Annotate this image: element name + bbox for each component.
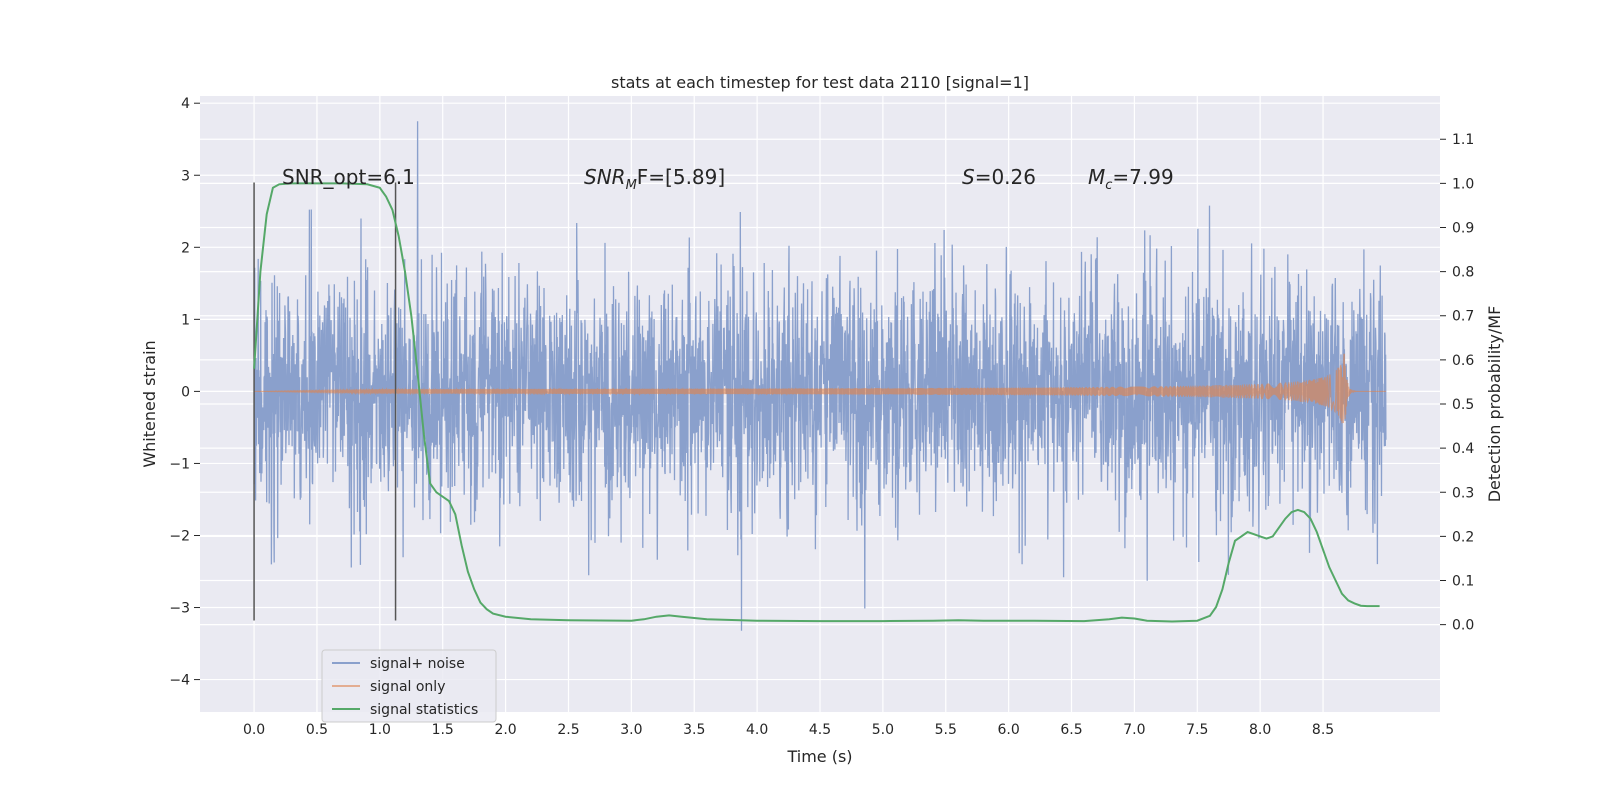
y-tick-label-right: 0.6 xyxy=(1452,353,1474,369)
y-tick-label-left: −4 xyxy=(169,673,190,689)
annotation-snr-mf-main: SNR xyxy=(584,165,626,189)
statistics-series xyxy=(253,182,1380,623)
chart-title: stats at each timestep for test data 211… xyxy=(611,73,1029,92)
legend-box xyxy=(321,649,497,723)
y-tick-label-right: 0.3 xyxy=(1452,485,1474,501)
annotation-mc-sub: c xyxy=(1105,178,1112,193)
legend: signal+ noise signal only signal statist… xyxy=(321,649,497,723)
y-tick-label-left: 4 xyxy=(181,96,190,112)
x-tick-label: 4.5 xyxy=(809,722,831,738)
y-tick-label-left: −1 xyxy=(169,456,190,472)
x-tick-label: 4.0 xyxy=(746,722,768,738)
x-axis-label: Time (s) xyxy=(786,747,852,766)
noise-line xyxy=(253,121,1387,631)
annotation-mc: Mc=7.99 xyxy=(1088,165,1174,193)
x-tick-label: 2.5 xyxy=(557,722,579,738)
annotation-s-var: S xyxy=(962,165,975,189)
x-axis-ticks: 0.0 0.5 1.0 1.5 2.0 2.5 3.0 3.5 4.0 4.5 5.0 5.5 6.0 6… xyxy=(243,722,1334,738)
annotation-mc-var: M xyxy=(1088,165,1105,189)
y-tick-label-left: 3 xyxy=(181,168,190,184)
y-tick-label-left: 2 xyxy=(181,240,190,256)
signal-line xyxy=(254,353,1386,424)
y-axis-right-ticks: 0.0 0.1 0.2 0.3 0.4 0.5 0.6 0.7 0.8 0.9 1.0 1.1 xyxy=(1440,132,1474,634)
x-tick-label: 0.0 xyxy=(243,722,265,738)
annotation-s: S=0.26 xyxy=(962,165,1036,189)
y-axis-right-label: Detection probability/MF xyxy=(1485,306,1504,503)
signal-series xyxy=(254,353,1386,424)
vertical-markers xyxy=(253,182,397,621)
annotation-s-val: =0.26 xyxy=(975,165,1036,189)
statistics-line xyxy=(253,182,1380,623)
x-tick-label: 1.0 xyxy=(369,722,391,738)
y-tick-label-left: 0 xyxy=(181,384,190,400)
legend-label-noise: signal+ noise xyxy=(370,656,465,672)
x-tick-label: 2.0 xyxy=(494,722,516,738)
y-tick-label-right: 0.5 xyxy=(1452,397,1474,413)
x-tick-label: 5.0 xyxy=(872,722,894,738)
annotation-snr-opt: SNR_opt=6.1 xyxy=(282,165,415,189)
legend-label-signal: signal only xyxy=(370,679,445,695)
y-axis-left-ticks: −4 −3 −2 −1 0 1 2 3 4 xyxy=(169,96,200,689)
x-tick-label: 8.0 xyxy=(1249,722,1271,738)
x-tick-label: 6.0 xyxy=(998,722,1020,738)
y-tick-label-left: 1 xyxy=(181,312,190,328)
noise-series xyxy=(253,121,1387,631)
x-tick-label: 5.5 xyxy=(935,722,957,738)
y-tick-label-left: −2 xyxy=(169,528,190,544)
y-tick-label-right: 1.1 xyxy=(1452,132,1474,148)
x-tick-label: 7.0 xyxy=(1123,722,1145,738)
annotation-snr-mf: SNRMF=[5.89] xyxy=(584,165,725,193)
x-tick-label: 3.0 xyxy=(620,722,642,738)
y-axis-left-label: Whitened strain xyxy=(140,340,159,467)
x-tick-label: 0.5 xyxy=(306,722,328,738)
x-tick-label: 1.5 xyxy=(432,722,454,738)
y-tick-label-right: 0.9 xyxy=(1452,220,1474,236)
y-tick-label-right: 0.2 xyxy=(1452,529,1474,545)
x-tick-label: 7.5 xyxy=(1186,722,1208,738)
annotation-snr-mf-sub: M xyxy=(626,178,637,193)
x-tick-label: 3.5 xyxy=(683,722,705,738)
y-tick-label-left: −3 xyxy=(169,601,190,617)
legend-label-statistics: signal statistics xyxy=(370,702,478,718)
y-tick-label-right: 0.4 xyxy=(1452,441,1474,457)
y-tick-label-right: 0.7 xyxy=(1452,309,1474,325)
y-tick-label-right: 0.1 xyxy=(1452,574,1474,590)
annotation-snr-mf-rest: F=[5.89] xyxy=(637,165,725,189)
y-tick-label-right: 0.0 xyxy=(1452,618,1474,634)
y-tick-label-right: 0.8 xyxy=(1452,265,1474,281)
annotation-mc-val: =7.99 xyxy=(1112,165,1173,189)
x-tick-label: 6.5 xyxy=(1060,722,1082,738)
y-tick-label-right: 1.0 xyxy=(1452,176,1474,192)
x-tick-label: 8.5 xyxy=(1312,722,1334,738)
